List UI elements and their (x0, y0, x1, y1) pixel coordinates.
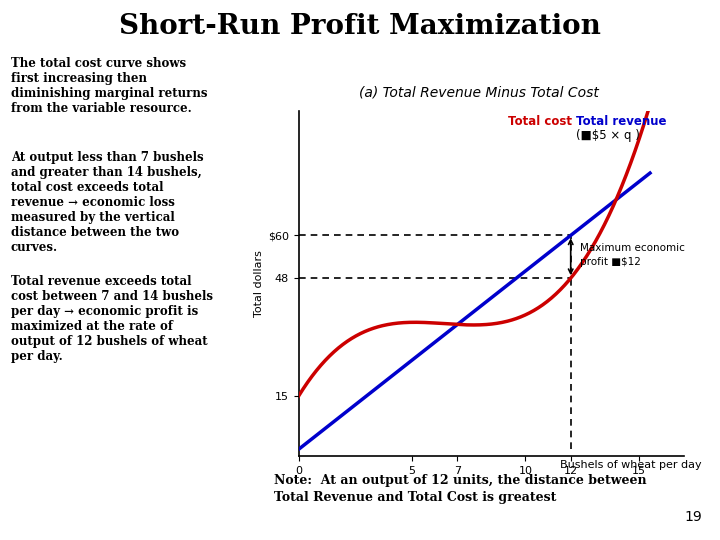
Text: At output less than 7 bushels
and greater than 14 bushels,
total cost exceeds to: At output less than 7 bushels and greate… (11, 151, 204, 254)
Text: Total revenue exceeds total
cost between 7 and 14 bushels
per day → economic pro: Total revenue exceeds total cost between… (11, 275, 213, 363)
Text: (■$5 × q ): (■$5 × q ) (576, 129, 640, 141)
Text: (a) Total Revenue Minus Total Cost: (a) Total Revenue Minus Total Cost (359, 86, 599, 100)
Text: The total cost curve shows
first increasing then
diminishing marginal returns
fr: The total cost curve shows first increas… (11, 57, 207, 114)
Text: 19: 19 (684, 510, 702, 524)
Text: Short-Run Profit Maximization: Short-Run Profit Maximization (119, 14, 601, 40)
Text: Maximum economic
profit ■$12: Maximum economic profit ■$12 (580, 244, 685, 267)
Y-axis label: Total dollars: Total dollars (254, 250, 264, 317)
Text: Total cost: Total cost (508, 115, 572, 128)
Text: Total Revenue and Total Cost is greatest: Total Revenue and Total Cost is greatest (274, 491, 556, 504)
Text: Bushels of wheat per day: Bushels of wheat per day (560, 460, 702, 470)
Text: Total revenue: Total revenue (576, 115, 667, 128)
Text: Note:  At an output of 12 units, the distance between: Note: At an output of 12 units, the dist… (274, 474, 647, 487)
